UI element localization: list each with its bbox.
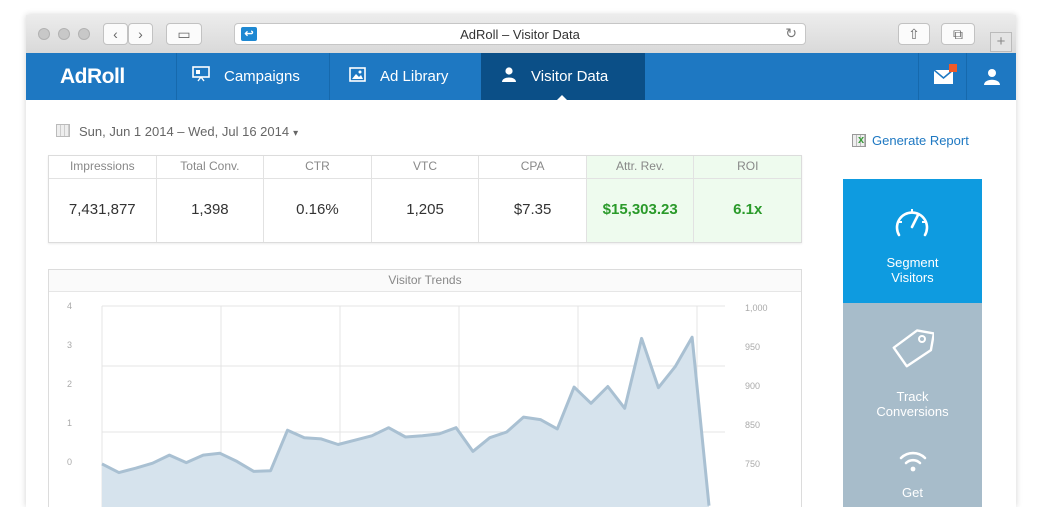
adroll-logo[interactable]: AdRoll bbox=[60, 65, 125, 88]
zoom-window-icon[interactable] bbox=[78, 28, 90, 40]
right-axis-tick-label: 850 bbox=[745, 420, 760, 430]
nav-item-campaigns[interactable]: Campaigns bbox=[176, 53, 329, 100]
visitor-trends-chart: Visitor Trends 4 3 2 1 0 1,000 950 900 850 750 bbox=[48, 269, 802, 507]
date-range-selector[interactable]: Sun, Jun 1 2014 – Wed, Jul 16 2014 ▾ bbox=[79, 124, 299, 139]
nav-item-visitor-data[interactable]: Visitor Data bbox=[481, 53, 645, 101]
address-bar[interactable]: ↩ AdRoll – Visitor Data ↻ bbox=[234, 23, 806, 45]
presentation-icon bbox=[192, 66, 210, 87]
right-axis-tick-label: 950 bbox=[745, 342, 760, 352]
nav-label-ad-library: Ad Library bbox=[380, 68, 449, 85]
user-icon bbox=[984, 69, 1000, 85]
notification-badge bbox=[949, 64, 957, 72]
right-axis-tick-label: 750 bbox=[745, 459, 760, 469]
share-button[interactable]: ⇧ bbox=[898, 23, 930, 45]
wifi-icon bbox=[899, 451, 927, 472]
right-axis-tick-label: 900 bbox=[745, 381, 760, 391]
stat-total-conversions: Total Conv. 1,398 bbox=[156, 156, 265, 242]
track-conversions-label-2: Conversions bbox=[876, 404, 949, 419]
track-conversions-button[interactable]: Track Conversions bbox=[843, 303, 982, 437]
notifications-button[interactable] bbox=[918, 53, 967, 100]
left-axis-tick-label: 0 bbox=[67, 457, 72, 467]
segment-visitors-label-2: Visitors bbox=[891, 270, 934, 285]
generate-report-link[interactable]: x Generate Report bbox=[852, 133, 969, 148]
nav-label-campaigns: Campaigns bbox=[224, 68, 300, 85]
reload-icon[interactable]: ↻ bbox=[785, 25, 797, 41]
series-line bbox=[101, 335, 711, 506]
nav-item-ad-library[interactable]: Ad Library bbox=[329, 53, 481, 100]
left-axis-tick-label: 4 bbox=[67, 301, 72, 311]
mail-icon bbox=[934, 70, 954, 84]
spreadsheet-icon: x bbox=[852, 134, 866, 147]
nav-label-visitor-data: Visitor Data bbox=[531, 68, 609, 85]
image-icon bbox=[349, 66, 366, 87]
browser-toolbar: ‹ › ▭ ↩ AdRoll – Visitor Data ↻ ⇧ ⧉ + bbox=[26, 15, 1016, 54]
minimize-window-icon[interactable] bbox=[58, 28, 70, 40]
chart-title: Visitor Trends bbox=[49, 270, 801, 292]
page-title: AdRoll – Visitor Data bbox=[460, 27, 580, 42]
forward-button[interactable]: › bbox=[128, 23, 153, 45]
account-button[interactable] bbox=[966, 53, 1016, 100]
active-caret-icon bbox=[556, 95, 568, 101]
stat-impressions: Impressions 7,431,877 bbox=[49, 156, 157, 242]
segment-visitors-button[interactable]: Segment Visitors bbox=[843, 179, 982, 303]
left-axis-tick-label: 3 bbox=[67, 340, 72, 350]
calendar-icon[interactable] bbox=[56, 124, 70, 137]
stat-ctr: CTR 0.16% bbox=[264, 156, 372, 242]
sidebar-toggle-button[interactable]: ▭ bbox=[166, 23, 202, 45]
segment-visitors-label-1: Segment bbox=[886, 255, 939, 270]
site-favicon-icon: ↩ bbox=[241, 27, 257, 41]
left-axis-tick-label: 2 bbox=[67, 379, 72, 389]
get-button[interactable]: Get bbox=[843, 437, 982, 507]
stats-summary: Impressions 7,431,877 Total Conv. 1,398 CT… bbox=[48, 155, 802, 243]
back-button[interactable]: ‹ bbox=[103, 23, 128, 45]
left-axis-tick-label: 1 bbox=[67, 418, 72, 428]
browser-window: ‹ › ▭ ↩ AdRoll – Visitor Data ↻ ⇧ ⧉ + Ad… bbox=[26, 15, 1016, 507]
stat-vtc: VTC 1,205 bbox=[371, 156, 480, 242]
get-label: Get bbox=[902, 485, 923, 500]
person-icon bbox=[501, 66, 517, 87]
tabs-overview-button[interactable]: ⧉ bbox=[941, 23, 975, 45]
stat-attributed-revenue: Attr. Rev. $15,303.23 bbox=[586, 156, 695, 242]
right-axis-tick-label: 1,000 bbox=[745, 303, 768, 313]
main-nav: AdRoll Campaigns Ad Library Visitor Data bbox=[26, 53, 1016, 101]
tag-icon bbox=[892, 329, 934, 368]
track-conversions-label-1: Track bbox=[896, 389, 929, 404]
chart-svg: 4 3 2 1 0 1,000 950 900 850 750 bbox=[67, 301, 768, 507]
stat-roi: ROI 6.1x bbox=[694, 156, 802, 242]
close-window-icon[interactable] bbox=[38, 28, 50, 40]
stat-cpa: CPA $7.35 bbox=[479, 156, 587, 242]
new-tab-button[interactable]: + bbox=[990, 32, 1012, 52]
speedometer-icon bbox=[895, 209, 929, 237]
series-area bbox=[102, 337, 709, 507]
chevron-down-icon: ▾ bbox=[293, 128, 299, 139]
